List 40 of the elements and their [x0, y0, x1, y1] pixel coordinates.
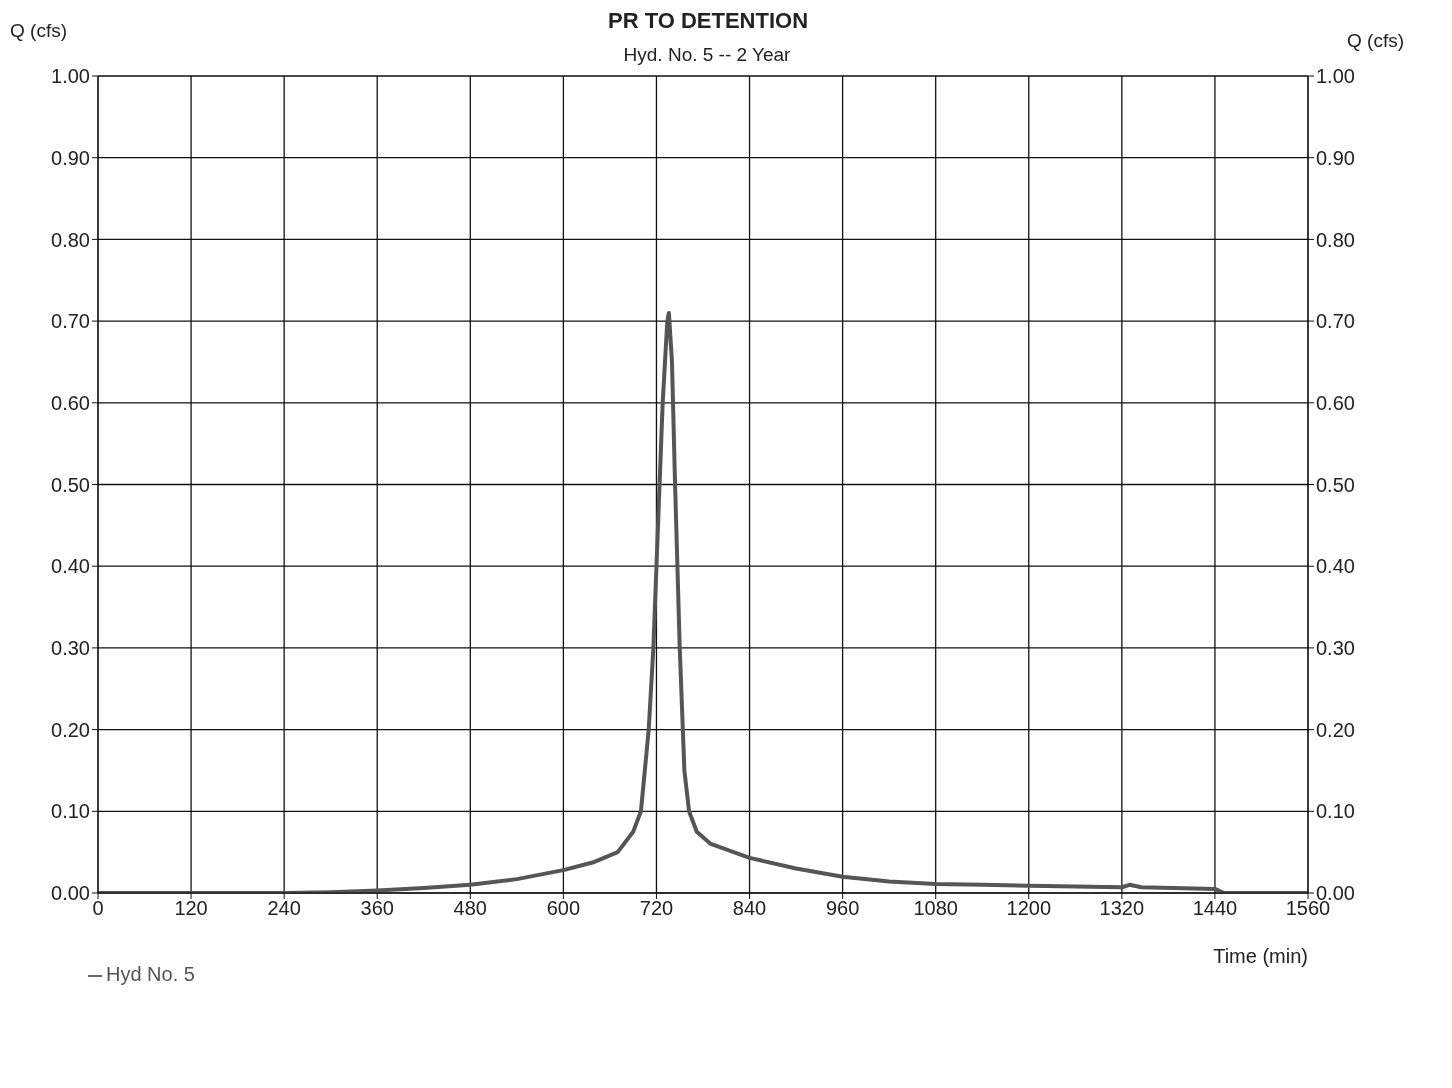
x-tick-label: 1080 — [913, 897, 958, 920]
y-tick-label: 0.20 — [51, 718, 90, 741]
y2-tick-label: 0.60 — [1316, 391, 1355, 414]
y-tick-label: 0.40 — [51, 555, 90, 578]
y2-tick-label: 0.40 — [1316, 555, 1355, 578]
x-tick-label: 1200 — [1006, 897, 1052, 920]
y2-tick-label: 0.80 — [1316, 228, 1355, 251]
x-tick-label: 600 — [546, 897, 581, 920]
y-tick-label: 1.00 — [51, 65, 90, 88]
chart-subtitle: Hyd. No. 5 -- 2 Year — [623, 44, 791, 66]
y2-axis-title: Q (cfs) — [1347, 30, 1405, 53]
x-tick-label: 720 — [639, 897, 674, 920]
y2-tick-label: 0.50 — [1316, 473, 1355, 496]
y-tick-label: 0.10 — [51, 800, 90, 823]
y-tick-label: 0.80 — [51, 228, 90, 251]
y-tick-label: 0.30 — [51, 637, 90, 659]
y2-tick-label: 0.90 — [1316, 146, 1355, 169]
x-tick-label: 360 — [360, 897, 394, 920]
x-tick-label: 1320 — [1099, 897, 1145, 920]
chart-title: PR TO DETENTION — [607, 8, 809, 33]
x-tick-label: 960 — [825, 897, 860, 920]
x-tick-label: 120 — [174, 897, 208, 920]
x-tick-label: 840 — [732, 897, 767, 920]
y-tick-label: 0.60 — [51, 391, 90, 414]
y2-tick-label: 0.30 — [1316, 637, 1355, 659]
y2-tick-label: 0.20 — [1316, 718, 1355, 741]
y2-tick-label: 1.00 — [1316, 65, 1355, 88]
x-tick-label: 1440 — [1192, 897, 1238, 920]
y-tick-label: 0.90 — [51, 146, 90, 169]
y-tick-label: 0.00 — [51, 882, 90, 905]
legend-label: Hyd No. 5 — [106, 963, 195, 985]
x-tick-label: 240 — [267, 897, 301, 920]
x-axis-title: Time (min) — [1213, 945, 1308, 967]
y-axis-title: Q (cfs) — [9, 20, 67, 43]
x-tick-label: 480 — [453, 897, 487, 920]
y2-tick-label: 0.70 — [1316, 310, 1355, 333]
y-tick-label: 0.50 — [51, 473, 90, 496]
y-tick-label: 0.70 — [51, 310, 90, 333]
x-tick-label: 0 — [92, 897, 104, 920]
y2-tick-label: 0.10 — [1316, 800, 1355, 823]
